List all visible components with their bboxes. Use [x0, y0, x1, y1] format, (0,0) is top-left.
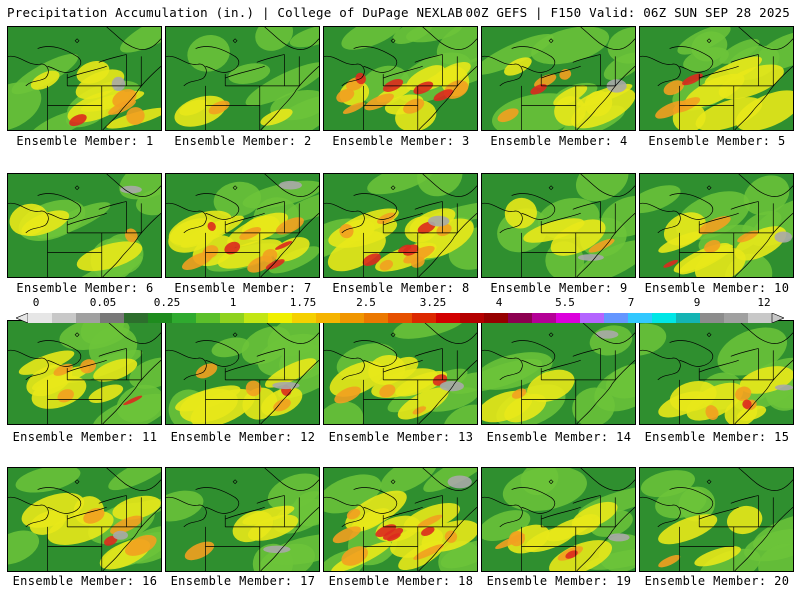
colorbar-labels: 0 0.05 0.25 1 1.75 2.5 3.25 4 5.5 7 9 12: [0, 296, 800, 309]
ensemble-member-map: [481, 26, 636, 131]
ensemble-member-label: Ensemble Member: 16: [12, 574, 158, 588]
ensemble-member-map: [481, 467, 636, 572]
colorbar-segment: [652, 313, 677, 323]
colorbar-segment: [52, 313, 77, 323]
ensemble-member-label: Ensemble Member: 17: [170, 574, 316, 588]
colorbar-tick-label: 4: [495, 296, 503, 309]
colorbar-segment: [556, 313, 581, 323]
ensemble-member-label: Ensemble Member: 14: [486, 430, 632, 444]
ensemble-member-map: [481, 320, 636, 425]
colorbar-segment: [580, 313, 605, 323]
colorbar-segment: [532, 313, 557, 323]
ensemble-member-map: [481, 173, 636, 278]
colorbar-tick-label: 12: [757, 296, 771, 309]
colorbar-segment: [268, 313, 293, 323]
ensemble-member-label: Ensemble Member: 2: [174, 134, 312, 148]
colorbar-left-arrow: [15, 312, 29, 324]
colorbar-segment: [196, 313, 221, 323]
ensemble-member-label: Ensemble Member: 4: [490, 134, 628, 148]
ensemble-member-label: Ensemble Member: 7: [174, 281, 312, 295]
colorbar-segment: [316, 313, 341, 323]
colorbar-segment: [364, 313, 389, 323]
ensemble-member-label: Ensemble Member: 12: [170, 430, 316, 444]
colorbar-tick-label: 1: [229, 296, 237, 309]
colorbar-segment: [76, 313, 101, 323]
colorbar-segment: [724, 313, 749, 323]
colorbar-segment: [100, 313, 125, 323]
colorbar-tick-label: 9: [693, 296, 701, 309]
ensemble-member-label: Ensemble Member: 11: [12, 430, 158, 444]
ensemble-member-map: [323, 320, 478, 425]
colorbar-segment: [340, 313, 365, 323]
colorbar-segment: [628, 313, 653, 323]
colorbar-segment: [220, 313, 245, 323]
ensemble-member-label: Ensemble Member: 15: [644, 430, 790, 444]
colorbar-tick-label: 5.5: [555, 296, 575, 309]
colorbar-segment: [28, 313, 53, 323]
ensemble-member-label: Ensemble Member: 20: [644, 574, 790, 588]
colorbar-tick-label: 2.5: [356, 296, 376, 309]
colorbar-segment: [748, 313, 773, 323]
ensemble-member-label: Ensemble Member: 9: [490, 281, 628, 295]
colorbar-tick-label: 0.05: [89, 296, 117, 309]
ensemble-member-label: Ensemble Member: 8: [332, 281, 470, 295]
ensemble-member-label: Ensemble Member: 1: [16, 134, 154, 148]
ensemble-member-map: [165, 467, 320, 572]
ensemble-member-label: Ensemble Member: 18: [328, 574, 474, 588]
colorbar-tick-label: 0: [32, 296, 40, 309]
colorbar-segment: [244, 313, 269, 323]
colorbar-segment: [412, 313, 437, 323]
ensemble-member-map: [639, 467, 794, 572]
ensemble-member-map: [639, 26, 794, 131]
colorbar-right-arrow: [771, 312, 785, 324]
colorbar-segment: [484, 313, 509, 323]
precipitation-colorbar: [15, 308, 785, 324]
ensemble-member-map: [639, 320, 794, 425]
colorbar-segment: [676, 313, 701, 323]
ensemble-member-label: Ensemble Member: 5: [648, 134, 786, 148]
colorbar-segment: [436, 313, 461, 323]
colorbar-segment: [388, 313, 413, 323]
ensemble-member-label: Ensemble Member: 13: [328, 430, 474, 444]
colorbar-tick-label: 0.25: [153, 296, 181, 309]
ensemble-member-map: [323, 173, 478, 278]
ensemble-member-map: [7, 26, 162, 131]
colorbar-segment: [124, 313, 149, 323]
colorbar-segment: [460, 313, 485, 323]
colorbar-tick-label: 3.25: [419, 296, 447, 309]
ensemble-member-map: [7, 467, 162, 572]
ensemble-member-map: [165, 320, 320, 425]
colorbar-segment: [172, 313, 197, 323]
ensemble-member-map: [323, 467, 478, 572]
ensemble-member-label: Ensemble Member: 3: [332, 134, 470, 148]
page-title: Precipitation Accumulation (in.) | Colle…: [7, 5, 463, 20]
colorbar-segment: [148, 313, 173, 323]
ensemble-member-map: [165, 173, 320, 278]
colorbar-segment: [604, 313, 629, 323]
colorbar-segment: [700, 313, 725, 323]
ensemble-member-map: [639, 173, 794, 278]
colorbar-tick-label: 1.75: [289, 296, 317, 309]
ensemble-member-map: [323, 26, 478, 131]
colorbar-segment: [508, 313, 533, 323]
run-info: 00Z GEFS | F150 Valid: 06Z SUN SEP 28 20…: [465, 5, 790, 20]
ensemble-member-label: Ensemble Member: 6: [16, 281, 154, 295]
ensemble-member-map: [7, 320, 162, 425]
ensemble-member-label: Ensemble Member: 10: [644, 281, 790, 295]
ensemble-member-map: [165, 26, 320, 131]
ensemble-member-map: [7, 173, 162, 278]
ensemble-member-label: Ensemble Member: 19: [486, 574, 632, 588]
colorbar-tick-label: 7: [627, 296, 635, 309]
colorbar-segment: [292, 313, 317, 323]
